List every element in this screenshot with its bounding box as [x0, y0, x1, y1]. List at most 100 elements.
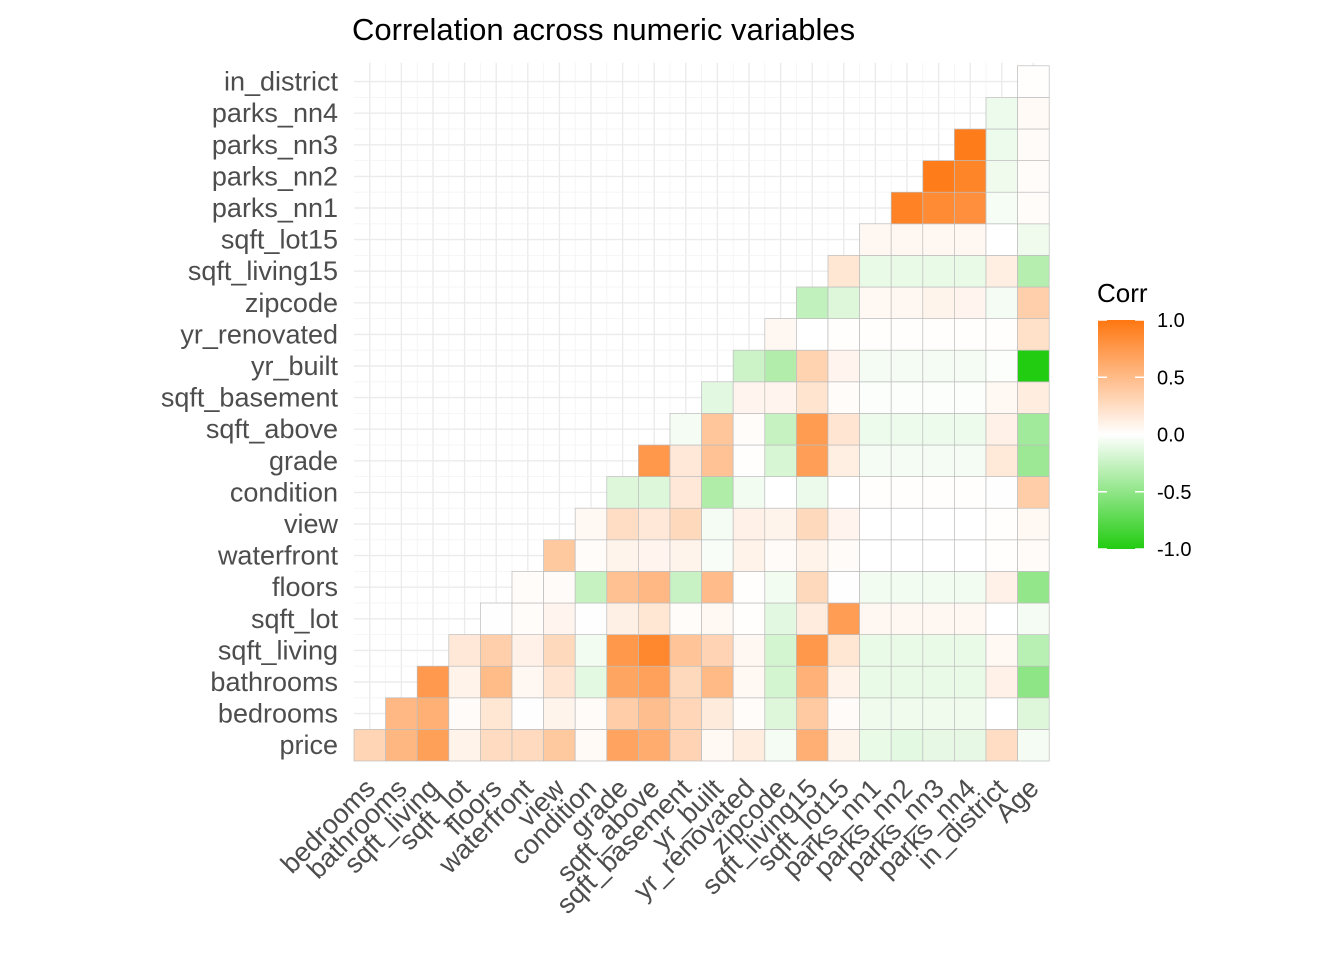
- heatmap-cell-yr_built-sqft_lot15: [827, 349, 860, 383]
- heatmap-cell-sqft_basement-parks_nn2: [890, 381, 924, 414]
- heatmap-cell-bedrooms-floors: [480, 697, 513, 730]
- heatmap-cell-bedrooms-parks_nn1: [859, 697, 892, 730]
- heatmap-cell-sqft_living-condition: [574, 634, 608, 667]
- y-tick-label: parks_nn1: [212, 193, 338, 223]
- heatmap-cell-sqft_above-sqft_lot15: [827, 413, 860, 446]
- heatmap-cell-grade-sqft_lot15: [827, 444, 860, 477]
- heatmap-cell-parks_nn2-in_district: [985, 160, 1018, 193]
- y-tick-label: bedrooms: [218, 699, 338, 729]
- heatmap-cell-sqft_basement-zipcode: [764, 381, 797, 414]
- y-tick-label: yr_renovated: [180, 319, 338, 349]
- heatmap-cell-sqft_lot-waterfront: [511, 602, 544, 635]
- heatmap-cell-price-bathrooms: [385, 729, 418, 762]
- y-tick-label: bathrooms: [210, 667, 338, 697]
- heatmap-cell-sqft_basement-parks_nn1: [859, 381, 892, 414]
- heatmap-cell-sqft_lot15-parks_nn1: [859, 223, 892, 256]
- heatmap-cell-view-sqft_above: [638, 507, 671, 541]
- heatmap-cell-yr_renovated-sqft_lot15: [827, 318, 860, 351]
- heatmap-cell-sqft_living15-Age: [1017, 255, 1050, 288]
- heatmap-cell-price-sqft_living15: [796, 729, 829, 762]
- heatmap-cell-parks_nn2-parks_nn3: [922, 160, 955, 193]
- heatmap-cell-bedrooms-sqft_living15: [796, 697, 829, 730]
- heatmap-cell-sqft_above-parks_nn4: [954, 413, 987, 446]
- y-tick-label: parks_nn3: [212, 130, 338, 160]
- heatmap-cell-grade-yr_built: [701, 444, 734, 477]
- legend-ticks: 1.0 0.5 0.0 -0.5 -1.0: [1098, 310, 1191, 561]
- heatmap-cell-view-in_district: [985, 507, 1018, 541]
- heatmap-cell-price-yr_renovated: [732, 729, 766, 762]
- y-tick-label: in_district: [224, 67, 339, 97]
- heatmap-cell-price-parks_nn4: [954, 729, 987, 762]
- chart-title: Correlation across numeric variables: [352, 12, 855, 47]
- heatmap-cell-view-parks_nn3: [922, 507, 955, 541]
- heatmap-cell-yr_renovated-in_district: [985, 318, 1018, 351]
- heatmap-cell-price-sqft_basement: [669, 729, 702, 762]
- heatmap-cell-price-parks_nn2: [890, 729, 924, 762]
- y-axis-labels: pricebedroomsbathroomssqft_livingsqft_lo…: [161, 67, 339, 761]
- heatmap-cell-sqft_lot-sqft_lot15: [827, 602, 860, 635]
- heatmap-cell-sqft_living-grade: [606, 634, 639, 667]
- heatmap-cell-price-yr_built: [701, 729, 734, 762]
- heatmap-cell-bedrooms-grade: [606, 697, 639, 730]
- heatmap-cell-bathrooms-grade: [606, 665, 639, 699]
- heatmap-cell-yr_renovated-parks_nn3: [922, 318, 955, 351]
- heatmap-cell-sqft_lot-sqft_above: [638, 602, 671, 635]
- heatmap-cell-bathrooms-parks_nn3: [922, 665, 955, 699]
- heatmap-cell-view-sqft_lot15: [827, 507, 860, 541]
- heatmap-cell-sqft_lot15-in_district: [985, 223, 1018, 256]
- heatmap-cell-view-parks_nn4: [954, 507, 987, 541]
- heatmap-cell-floors-waterfront: [511, 571, 544, 604]
- heatmap-cell-sqft_living-parks_nn1: [859, 634, 892, 667]
- heatmap-cell-bedrooms-parks_nn3: [922, 697, 955, 730]
- heatmap-cell-sqft_above-sqft_basement: [669, 413, 702, 446]
- heatmap-cell-grade-sqft_above: [638, 444, 671, 477]
- heatmap-cell-bedrooms-view: [543, 697, 576, 730]
- heatmap-cell-price-sqft_above: [638, 729, 671, 762]
- heatmap-cell-sqft_lot-condition: [574, 602, 608, 635]
- heatmap-cell-bedrooms-waterfront: [511, 697, 544, 730]
- heatmap-cell-yr_built-in_district: [985, 349, 1018, 383]
- heatmap-cell-sqft_living-sqft_above: [638, 634, 671, 667]
- y-tick-label: sqft_basement: [161, 383, 339, 413]
- heatmap-cell-bedrooms-sqft_lot: [448, 697, 481, 730]
- legend: Corr 1.0 0.5 0.0 -0.5 -1.0: [1097, 278, 1191, 561]
- heatmap-cell-in_district-Age: [1017, 65, 1050, 98]
- heatmap-cell-sqft_lot-parks_nn2: [890, 602, 924, 635]
- heatmap-cell-parks_nn1-parks_nn3: [922, 191, 955, 225]
- heatmap-cell-waterfront-sqft_above: [638, 539, 671, 572]
- heatmap-cell-bathrooms-sqft_living: [416, 665, 450, 699]
- heatmap-cell-condition-yr_built: [701, 476, 734, 509]
- y-tick-label: view: [284, 509, 339, 539]
- heatmap-cell-floors-parks_nn1: [859, 571, 892, 604]
- heatmap-cell-parks_nn4-in_district: [985, 97, 1018, 130]
- heatmap-cell-yr_built-yr_renovated: [732, 349, 766, 383]
- heatmap-cell-sqft_living-sqft_lot: [448, 634, 481, 667]
- heatmap-cell-sqft_living-Age: [1017, 634, 1050, 667]
- heatmap-cell-price-in_district: [985, 729, 1018, 762]
- heatmap-cell-zipcode-sqft_living15: [796, 286, 829, 319]
- heatmap-cell-bedrooms-sqft_living: [416, 697, 450, 730]
- heatmap-cell-zipcode-parks_nn2: [890, 286, 924, 319]
- heatmap-cell-sqft_living15-parks_nn2: [890, 255, 924, 288]
- heatmap-cell-sqft_above-parks_nn2: [890, 413, 924, 446]
- heatmap-cell-sqft_living15-sqft_lot15: [827, 255, 860, 288]
- heatmap-cell-price-condition: [574, 729, 608, 762]
- heatmap-cell-yr_renovated-Age: [1017, 318, 1050, 351]
- heatmap-cell-sqft_lot15-parks_nn3: [922, 223, 955, 256]
- heatmap-cell-yr_built-Age: [1017, 349, 1050, 383]
- heatmap-cell-floors-sqft_living15: [796, 571, 829, 604]
- heatmap-cell-bathrooms-condition: [574, 665, 608, 699]
- heatmap-cell-bedrooms-yr_renovated: [732, 697, 766, 730]
- heatmap-cell-bedrooms-sqft_above: [638, 697, 671, 730]
- y-tick-label: sqft_living: [218, 635, 338, 665]
- heatmap-cell-bathrooms-sqft_above: [638, 665, 671, 699]
- heatmap-cell-sqft_above-yr_built: [701, 413, 734, 446]
- heatmap-cell-grade-zipcode: [764, 444, 797, 477]
- heatmap-cell-sqft_basement-yr_renovated: [732, 381, 766, 414]
- heatmap-cell-sqft_lot-sqft_basement: [669, 602, 702, 635]
- heatmap-cell-waterfront-yr_renovated: [732, 539, 766, 572]
- heatmap-cell-sqft_above-parks_nn3: [922, 413, 955, 446]
- heatmap-cell-sqft_basement-parks_nn3: [922, 381, 955, 414]
- heatmap-cell-sqft_living-yr_renovated: [732, 634, 766, 667]
- heatmap-cell-sqft_basement-sqft_living15: [796, 381, 829, 414]
